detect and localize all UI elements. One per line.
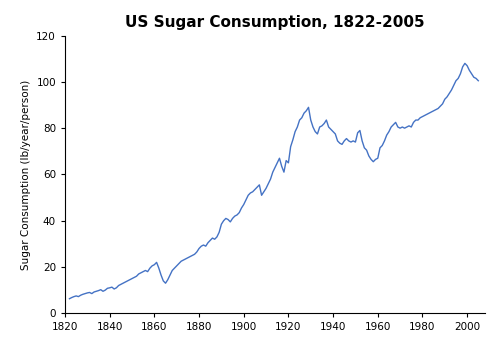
Title: US Sugar Consumption, 1822-2005: US Sugar Consumption, 1822-2005	[125, 15, 425, 30]
Y-axis label: Sugar Consumption (lb/year/person): Sugar Consumption (lb/year/person)	[20, 79, 30, 269]
